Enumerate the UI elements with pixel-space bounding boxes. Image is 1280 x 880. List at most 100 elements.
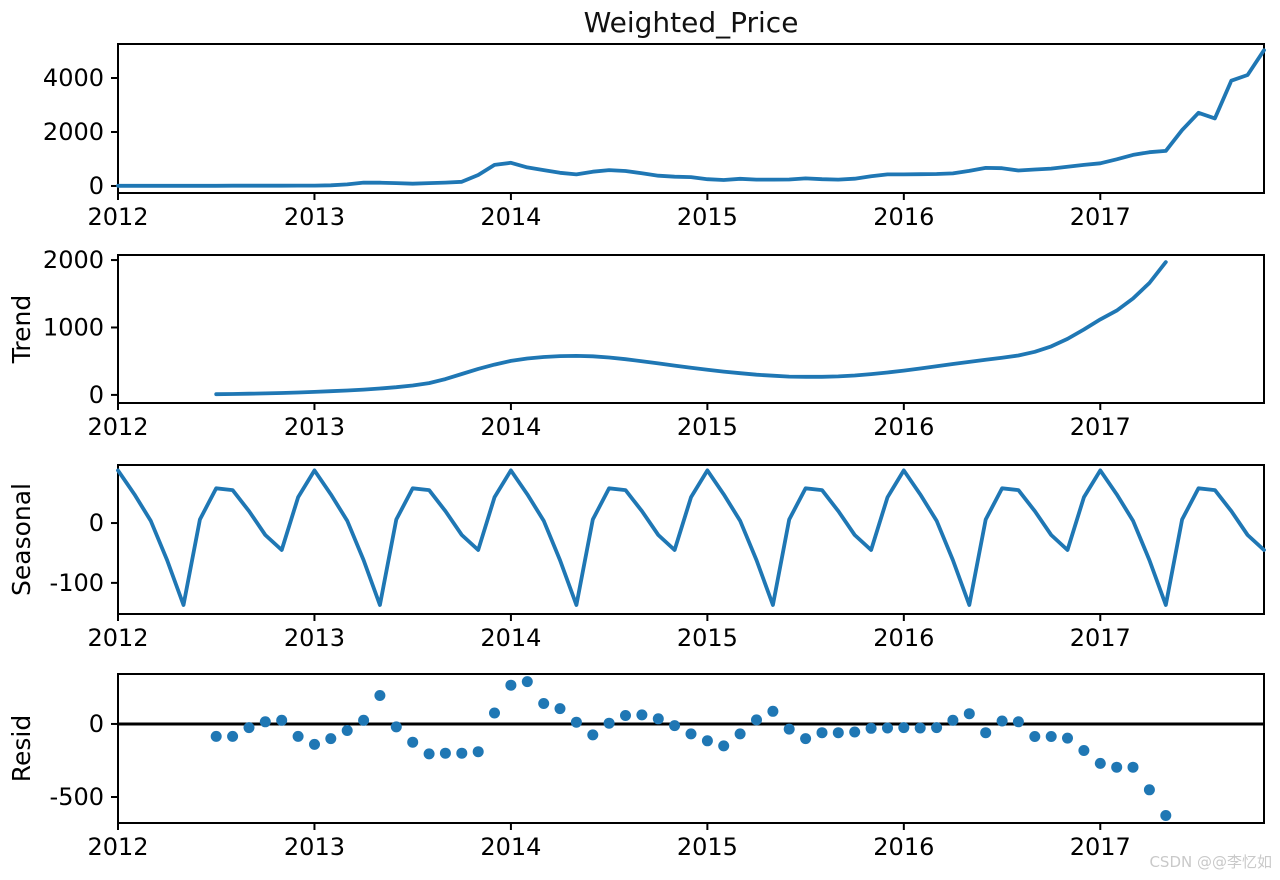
resid-point (734, 728, 746, 740)
resid-point (931, 722, 943, 734)
trend-ytick-label: 0 (89, 381, 104, 409)
seasonal-frame (117, 464, 1265, 615)
resid-axis-label: Resid (7, 715, 36, 782)
resid-xtick-label: 2015 (677, 833, 738, 861)
resid-point (456, 747, 468, 759)
resid-point (963, 708, 975, 720)
chart-title: Weighted_Price (583, 6, 799, 39)
trend-frame (117, 254, 1265, 404)
observed-ytick-label: 2000 (43, 118, 104, 146)
resid-point (980, 727, 992, 739)
resid-point (849, 726, 861, 738)
watermark: CSDN @@李忆如 (1149, 853, 1272, 871)
resid-ytick-label: 0 (89, 710, 104, 738)
resid-point (701, 735, 713, 747)
resid-point (472, 746, 484, 758)
resid-point (292, 730, 304, 742)
seasonal-xtick-label: 2014 (480, 624, 541, 652)
resid-point (358, 714, 370, 726)
resid-point (309, 738, 320, 750)
resid-xtick-label: 2014 (480, 833, 541, 861)
resid-point (210, 730, 222, 742)
observed-ytick-label: 0 (89, 172, 104, 200)
resid-point (243, 722, 255, 734)
trend-xtick-label: 2017 (1070, 413, 1131, 441)
observed-xtick-label: 2015 (677, 203, 738, 231)
resid-point (1029, 731, 1041, 742)
resid-point (1078, 745, 1090, 756)
resid-point (521, 676, 533, 688)
seasonal-ytick-label: -100 (50, 569, 104, 597)
resid-point (620, 710, 631, 721)
resid-point (914, 722, 926, 734)
resid-xtick-label: 2016 (873, 833, 934, 861)
resid-point (325, 733, 337, 745)
resid-point (882, 722, 893, 734)
resid-point (341, 725, 353, 736)
resid-point (669, 720, 681, 732)
observed-xtick-label: 2014 (480, 203, 541, 231)
resid-point (767, 705, 779, 717)
trend-ytick-label: 1000 (43, 313, 104, 341)
seasonal-ytick-label: 0 (89, 509, 104, 537)
seasonal-line (116, 468, 1266, 607)
resid-point (1062, 732, 1073, 744)
resid-point (800, 733, 812, 745)
resid-point (751, 714, 762, 726)
resid-point (587, 729, 599, 741)
resid-point (390, 721, 402, 733)
resid-point (1045, 731, 1057, 742)
resid-point (538, 698, 550, 709)
resid-point (1143, 784, 1155, 796)
resid-xtick-label: 2017 (1070, 833, 1131, 861)
trend-xtick-label: 2015 (677, 413, 738, 441)
observed-ytick-label: 4000 (43, 64, 104, 92)
trend-xtick-label: 2014 (480, 413, 541, 441)
observed-xtick-label: 2016 (873, 203, 934, 231)
resid-point (636, 709, 648, 721)
seasonal-xtick-label: 2016 (873, 624, 934, 652)
resid-point (1111, 761, 1123, 773)
resid-point (1094, 757, 1106, 769)
resid-point (718, 740, 730, 752)
resid-point (947, 714, 959, 726)
resid-point (652, 713, 664, 725)
resid-point (554, 703, 566, 715)
trend-axis-label: Trend (7, 295, 36, 364)
resid-point (1127, 761, 1139, 773)
resid-point (865, 722, 877, 734)
resid-point (489, 707, 500, 719)
resid-point (423, 748, 435, 760)
trend-xtick-label: 2012 (87, 413, 148, 441)
resid-point (374, 690, 386, 701)
seasonal-axis-label: Seasonal (7, 483, 36, 596)
trend-xtick-label: 2013 (284, 413, 345, 441)
observed-xtick-label: 2013 (284, 203, 345, 231)
resid-point (816, 727, 828, 739)
observed-xtick-label: 2017 (1070, 203, 1131, 231)
resid-frame (117, 673, 1265, 824)
resid-point (276, 714, 288, 726)
resid-point (439, 747, 451, 759)
resid-point (570, 716, 582, 728)
resid-point (259, 716, 271, 728)
resid-point (505, 679, 517, 691)
resid-ytick-label: -500 (50, 783, 104, 811)
resid-point (1160, 810, 1172, 821)
seasonal-xtick-label: 2012 (87, 624, 148, 652)
resid-point (603, 717, 615, 729)
resid-point (898, 722, 910, 734)
trend-line (214, 260, 1168, 397)
resid-xtick-label: 2013 (284, 833, 345, 861)
trend-xtick-label: 2016 (873, 413, 934, 441)
resid-xtick-label: 2012 (87, 833, 148, 861)
resid-point (227, 730, 239, 742)
observed-xtick-label: 2012 (87, 203, 148, 231)
observed-line (116, 48, 1266, 188)
observed-frame (117, 43, 1265, 194)
resid-point (996, 715, 1008, 727)
trend-ytick-label: 2000 (43, 246, 104, 274)
seasonal-xtick-label: 2013 (284, 624, 345, 652)
